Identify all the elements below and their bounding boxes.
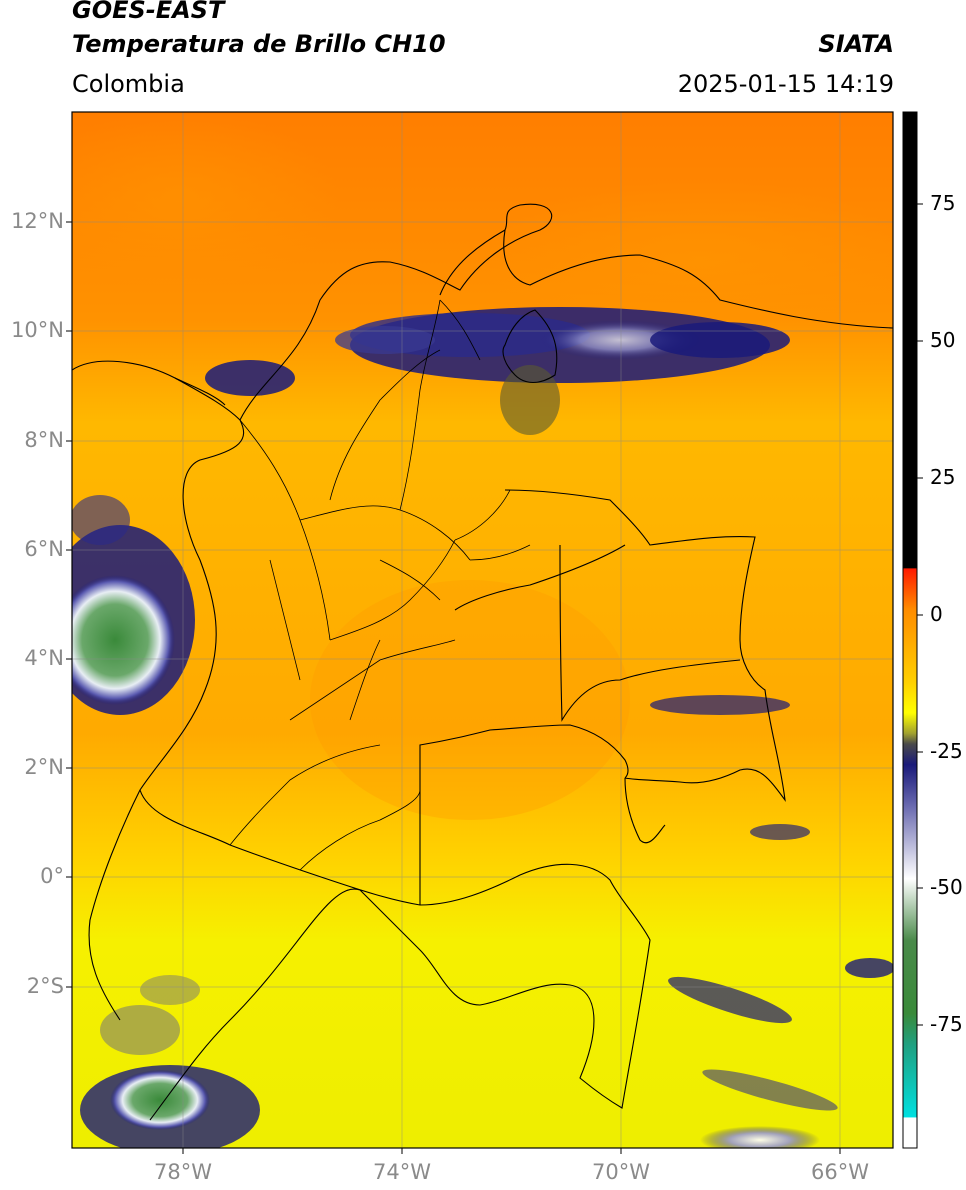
source-label: SIATA (818, 30, 894, 58)
colorbar-ticks (917, 203, 923, 1026)
graticule (72, 112, 893, 1148)
caribbean-cloud-band (205, 307, 790, 435)
colorbar-label-minus50: -50 (930, 875, 963, 899)
lat-label-2s: 2°S (26, 974, 64, 998)
colorbar-label-minus75: -75 (930, 1012, 963, 1036)
axis-ticks (66, 221, 841, 1154)
lat-label-8n: 8°N (24, 428, 64, 452)
lat-label-0: 0° (40, 864, 64, 888)
southeast-cloud-streaks (650, 695, 893, 1148)
pacific-convection (72, 495, 195, 715)
lon-label-70w: 70°W (592, 1160, 650, 1184)
map-frame (71, 111, 894, 1149)
lon-label-74w: 74°W (373, 1160, 431, 1184)
lat-label-6n: 6°N (24, 537, 64, 561)
department-borders (229, 299, 531, 871)
southwest-convection (80, 975, 260, 1148)
colorbar-label-0: 0 (930, 602, 943, 626)
country-borders (72, 203, 893, 1121)
colorbar-label-50: 50 (930, 328, 956, 352)
colorbar-label-75: 75 (930, 191, 956, 215)
lon-label-66w: 66°W (811, 1160, 869, 1184)
chart-title-line1: GOES-EAST (72, 0, 225, 24)
colorbar-label-25: 25 (930, 465, 956, 489)
lon-label-78w: 78°W (154, 1160, 212, 1184)
datetime-label: 2025-01-15 14:19 (677, 70, 894, 98)
lat-label-2n: 2°N (24, 755, 64, 779)
chart-title-line2: Temperatura de Brillo CH10 (72, 30, 446, 58)
region-label: Colombia (72, 70, 185, 98)
map-field (72, 112, 893, 1148)
lat-label-4n: 4°N (24, 646, 64, 670)
lat-label-12n: 12°N (11, 209, 64, 233)
lat-label-10n: 10°N (11, 318, 64, 342)
colorbar (902, 111, 918, 1149)
colorbar-label-minus25: -25 (930, 739, 963, 763)
